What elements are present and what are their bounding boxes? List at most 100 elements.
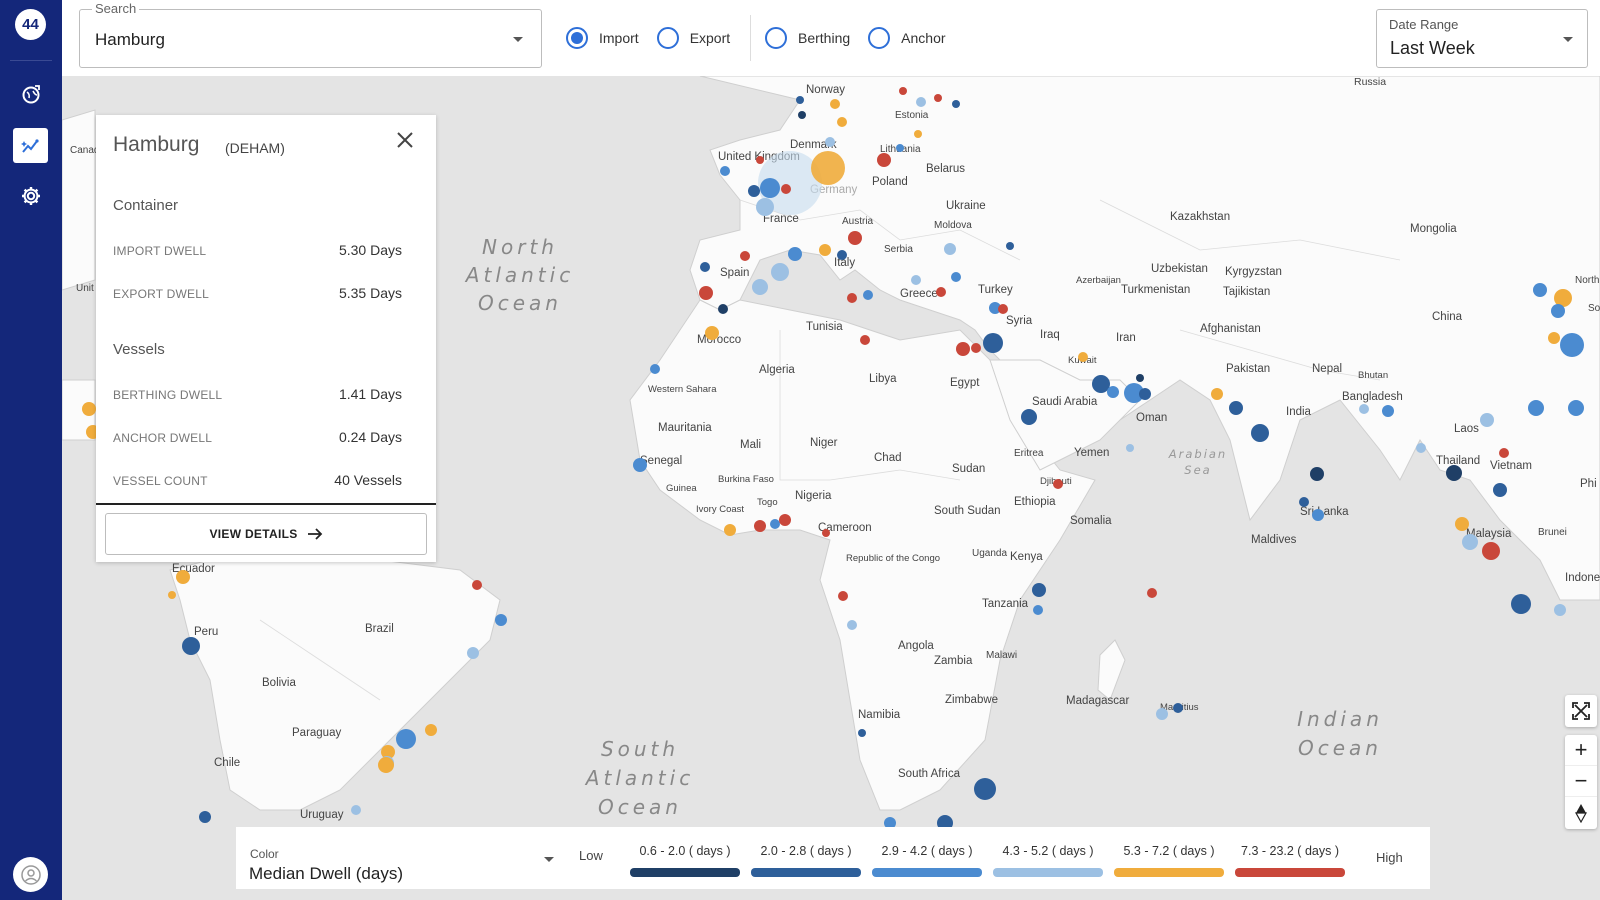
port-marker[interactable] <box>951 272 961 282</box>
radio-export-circle[interactable] <box>656 27 679 49</box>
port-marker[interactable] <box>771 263 789 281</box>
app-logo[interactable]: 44 <box>15 9 46 40</box>
port-marker[interactable] <box>830 99 840 109</box>
sidebar-item-analytics[interactable] <box>13 128 48 163</box>
port-marker[interactable] <box>1124 383 1144 403</box>
port-marker[interactable] <box>1382 405 1394 417</box>
zoom-in-button[interactable]: + <box>1565 735 1597 766</box>
port-marker[interactable] <box>1136 374 1144 382</box>
port-marker[interactable] <box>781 184 791 194</box>
port-marker[interactable] <box>718 304 728 314</box>
port-marker[interactable] <box>1446 465 1462 481</box>
port-marker[interactable] <box>1568 400 1584 416</box>
port-marker[interactable] <box>650 364 660 374</box>
port-marker[interactable] <box>1359 404 1369 414</box>
port-marker[interactable] <box>1139 388 1151 400</box>
port-marker[interactable] <box>1173 703 1183 713</box>
port-marker[interactable] <box>848 231 862 245</box>
port-marker[interactable] <box>916 97 926 107</box>
port-marker[interactable] <box>1455 517 1469 531</box>
port-marker[interactable] <box>472 580 482 590</box>
port-marker[interactable] <box>822 529 830 537</box>
port-marker[interactable] <box>425 724 437 736</box>
radio-anchor[interactable]: Anchor <box>868 27 946 49</box>
date-range-select[interactable]: Date Range Last Week <box>1376 9 1588 68</box>
port-marker[interactable] <box>877 153 891 167</box>
port-marker[interactable] <box>863 290 873 300</box>
port-marker[interactable] <box>1462 534 1478 550</box>
port-marker[interactable] <box>798 111 806 119</box>
port-marker[interactable] <box>847 293 857 303</box>
port-marker[interactable] <box>700 262 710 272</box>
port-marker[interactable] <box>989 302 1001 314</box>
port-marker[interactable] <box>182 637 200 655</box>
port-marker[interactable] <box>467 647 479 659</box>
profile-button[interactable] <box>13 857 48 892</box>
view-details-button[interactable]: VIEW DETAILS <box>105 513 427 555</box>
port-marker[interactable] <box>770 519 780 529</box>
port-marker[interactable] <box>351 805 361 815</box>
port-marker[interactable] <box>1312 509 1324 521</box>
port-marker[interactable] <box>914 130 922 138</box>
port-marker[interactable] <box>1548 332 1560 344</box>
port-marker[interactable] <box>1147 588 1157 598</box>
port-marker[interactable] <box>495 614 507 626</box>
port-marker[interactable] <box>1299 497 1309 507</box>
port-marker[interactable] <box>1482 542 1500 560</box>
port-marker[interactable] <box>788 247 802 261</box>
port-marker[interactable] <box>381 745 395 759</box>
port-marker[interactable] <box>760 178 780 198</box>
radio-import-circle[interactable] <box>566 27 588 49</box>
radio-anchor-circle[interactable] <box>868 27 891 49</box>
port-marker[interactable] <box>983 333 1003 353</box>
port-marker[interactable] <box>934 94 942 102</box>
sidebar-item-settings[interactable] <box>13 178 48 213</box>
port-marker[interactable] <box>971 343 981 353</box>
port-marker[interactable] <box>837 250 847 260</box>
port-marker[interactable] <box>1033 605 1043 615</box>
port-marker[interactable] <box>699 286 713 300</box>
port-marker[interactable] <box>1211 388 1223 400</box>
port-marker[interactable] <box>819 244 831 256</box>
port-marker[interactable] <box>1229 401 1243 415</box>
port-marker[interactable] <box>1560 333 1584 357</box>
port-marker[interactable] <box>740 251 750 261</box>
fullscreen-button[interactable] <box>1565 695 1597 727</box>
port-marker[interactable] <box>796 96 804 104</box>
port-marker[interactable] <box>1006 242 1014 250</box>
port-marker[interactable] <box>1493 483 1507 497</box>
port-marker[interactable] <box>1251 424 1269 442</box>
port-marker[interactable] <box>952 100 960 108</box>
close-icon[interactable] <box>394 129 416 151</box>
search-select[interactable]: Search Hamburg <box>79 1 542 68</box>
port-marker[interactable] <box>936 287 946 297</box>
port-marker[interactable] <box>974 778 996 800</box>
port-marker[interactable] <box>1092 375 1110 393</box>
legend-color-select[interactable]: Median Dwell (days) <box>249 864 403 883</box>
sidebar-item-globe[interactable] <box>13 76 48 111</box>
port-marker[interactable] <box>779 514 791 526</box>
port-marker[interactable] <box>1021 409 1037 425</box>
radio-export[interactable]: Export <box>656 27 730 49</box>
port-marker[interactable] <box>754 520 766 532</box>
radio-berthing[interactable]: Berthing <box>765 27 850 49</box>
port-marker[interactable] <box>884 817 896 829</box>
port-marker[interactable] <box>199 811 211 823</box>
port-marker[interactable] <box>1126 444 1134 452</box>
radio-berthing-circle[interactable] <box>765 27 787 49</box>
port-marker[interactable] <box>1480 413 1494 427</box>
port-marker[interactable] <box>811 151 845 185</box>
port-marker[interactable] <box>1078 352 1088 362</box>
port-marker[interactable] <box>705 326 719 340</box>
port-marker[interactable] <box>1310 467 1324 481</box>
port-marker[interactable] <box>911 275 921 285</box>
port-marker[interactable] <box>860 335 870 345</box>
port-marker[interactable] <box>1554 289 1572 307</box>
port-marker[interactable] <box>838 591 848 601</box>
port-marker[interactable] <box>1156 708 1168 720</box>
port-marker[interactable] <box>956 342 970 356</box>
port-marker[interactable] <box>168 591 176 599</box>
port-marker[interactable] <box>1499 448 1509 458</box>
port-marker[interactable] <box>1416 443 1426 453</box>
port-marker[interactable] <box>724 524 736 536</box>
